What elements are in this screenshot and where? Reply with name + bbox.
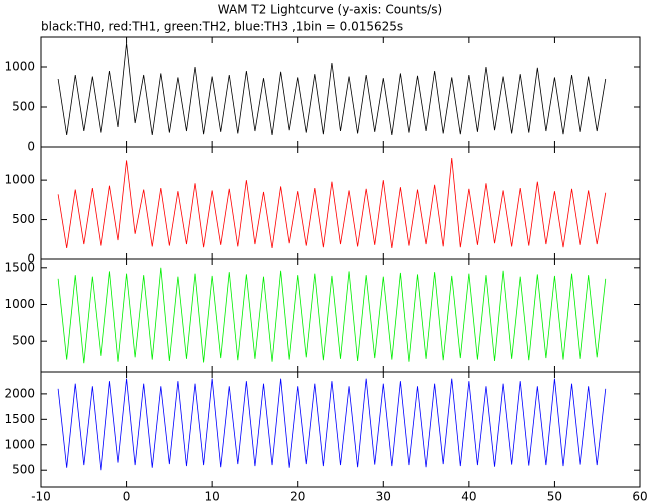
x-tick-label: 30 — [376, 490, 391, 504]
y-tick-label: 500 — [12, 212, 35, 226]
y-tick-label: 0 — [27, 252, 35, 266]
x-tick-label: 0 — [123, 490, 131, 504]
y-tick-label: 1500 — [4, 412, 35, 426]
y-tick-label: 1000 — [4, 173, 35, 187]
y-tick-label: 500 — [12, 334, 35, 348]
x-tick-label: 20 — [290, 490, 305, 504]
y-tick-label: 0 — [27, 140, 35, 154]
y-tick-label: 2000 — [4, 386, 35, 400]
series-line — [57, 378, 607, 471]
panel-frame — [40, 371, 641, 488]
x-tick-label: -10 — [31, 490, 51, 504]
series-line — [57, 267, 607, 364]
chart-title: WAM T2 Lightcurve (y-axis: Counts/s) — [218, 3, 442, 17]
y-tick-label: 1000 — [4, 437, 35, 451]
y-tick-label: 500 — [12, 100, 35, 114]
series-line — [57, 42, 607, 136]
x-tick-label: 40 — [461, 490, 476, 504]
x-tick-label: 60 — [632, 490, 647, 504]
x-tick-label: 10 — [205, 490, 220, 504]
x-tick-label: 50 — [547, 490, 562, 504]
series-line — [57, 158, 607, 249]
y-tick-label: 1500 — [4, 260, 35, 274]
y-tick-label: 1000 — [4, 60, 35, 74]
y-tick-label: 1000 — [4, 297, 35, 311]
chart-subtitle: black:TH0, red:TH1, green:TH2, blue:TH3 … — [41, 20, 403, 34]
y-tick-label: 500 — [12, 463, 35, 477]
